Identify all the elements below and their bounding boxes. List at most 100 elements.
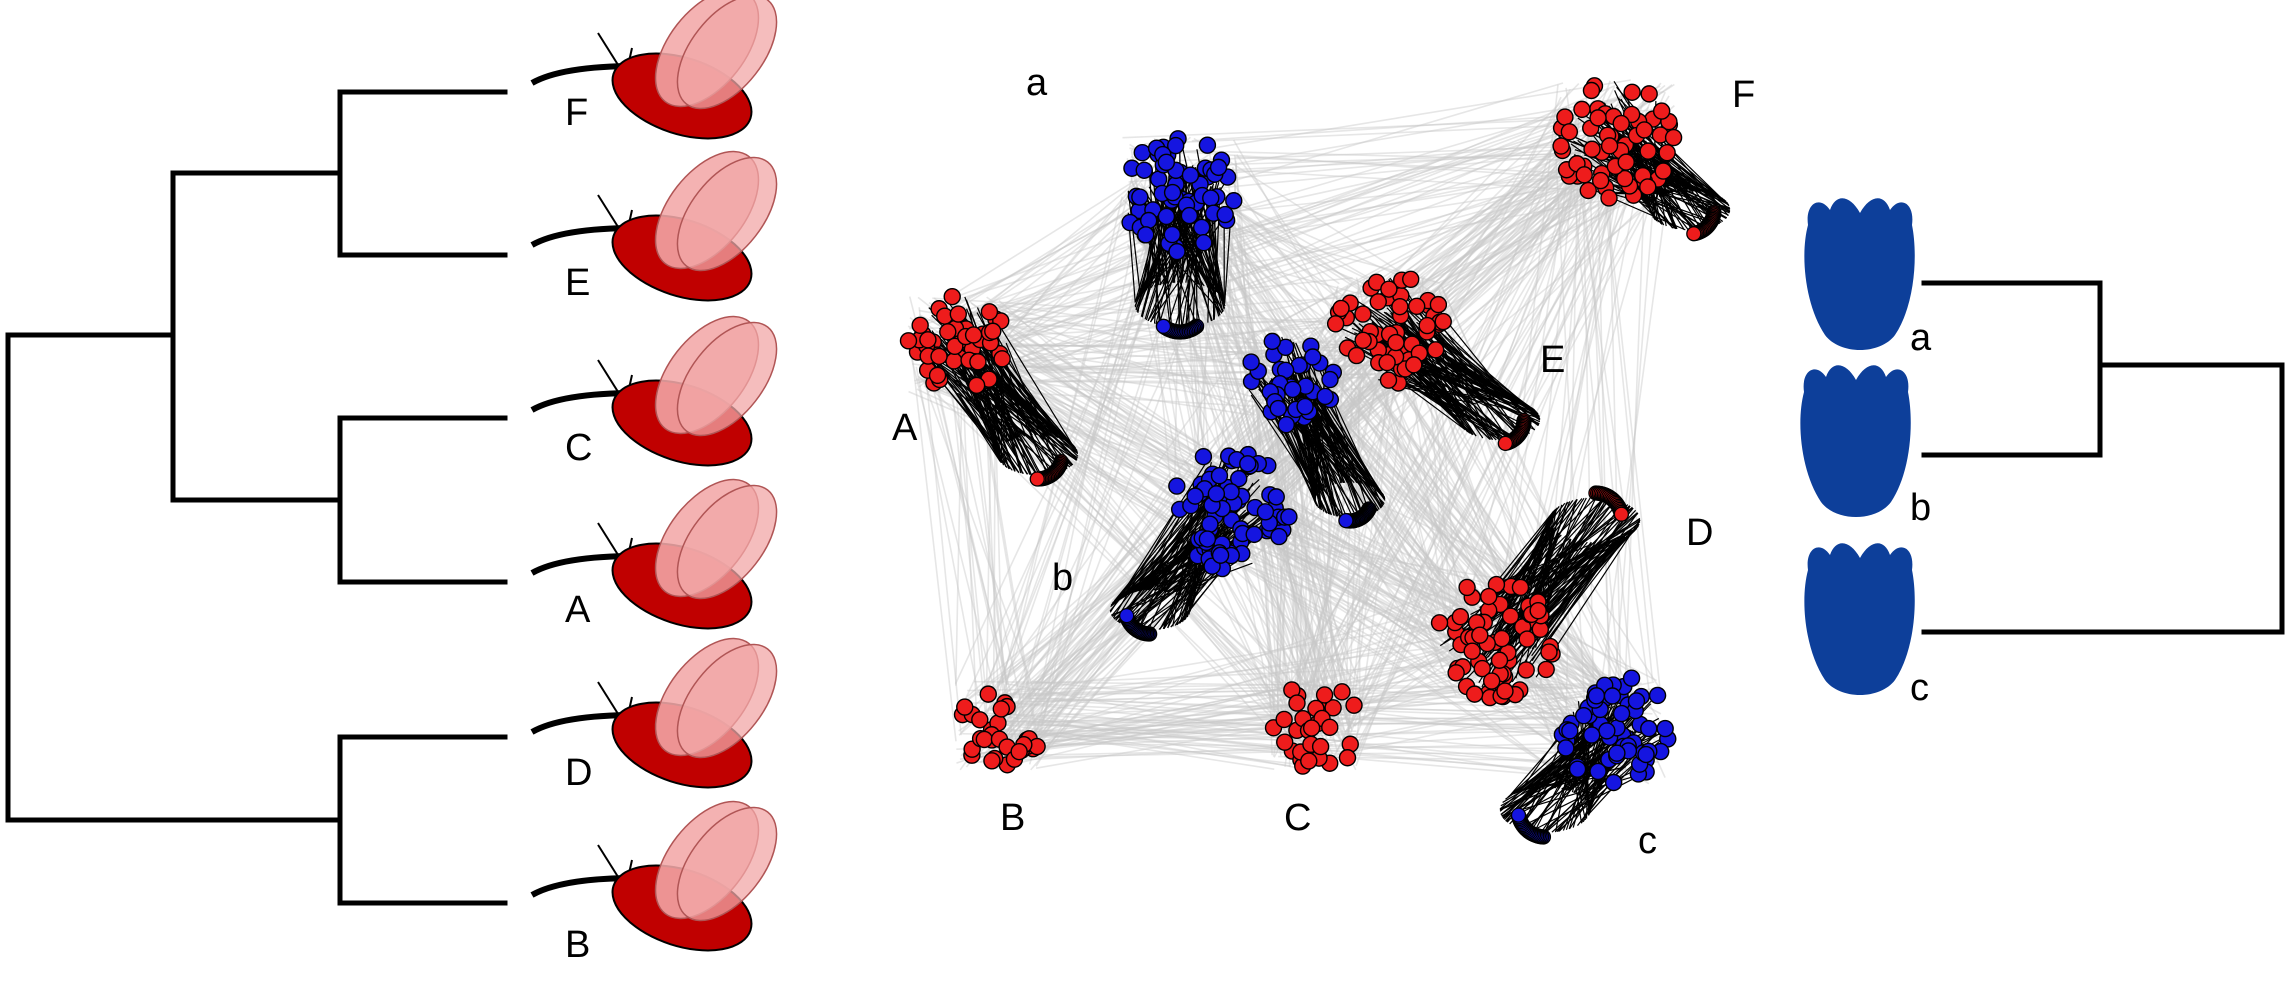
tip-label: F bbox=[565, 92, 588, 134]
network-node bbox=[1141, 213, 1157, 229]
network-node bbox=[1609, 745, 1625, 761]
network-node bbox=[1136, 162, 1152, 178]
flower-icon bbox=[1804, 198, 1914, 350]
network-node bbox=[994, 351, 1010, 367]
network-link bbox=[1610, 138, 1658, 742]
network-node bbox=[1199, 137, 1215, 153]
network-node bbox=[1638, 747, 1654, 763]
network-node bbox=[1333, 300, 1349, 316]
network-node bbox=[1271, 529, 1287, 545]
network-node bbox=[1380, 372, 1396, 388]
network-node bbox=[1641, 721, 1657, 737]
pollinator-tip-labels: F E C A D B bbox=[565, 92, 592, 966]
network-node bbox=[1134, 145, 1150, 161]
network-node bbox=[1590, 110, 1606, 126]
network-node bbox=[1561, 124, 1577, 140]
network-node bbox=[1606, 774, 1622, 790]
network-node bbox=[1659, 145, 1675, 161]
network-node bbox=[1432, 615, 1448, 631]
network-node bbox=[912, 317, 928, 333]
network-node bbox=[1289, 695, 1305, 711]
network-node bbox=[1491, 652, 1507, 668]
network-node bbox=[1203, 190, 1219, 206]
module-label: c bbox=[1638, 820, 1657, 862]
network-node bbox=[1636, 122, 1652, 138]
network-node bbox=[1518, 662, 1534, 678]
network-node bbox=[1240, 456, 1256, 472]
network-node bbox=[1243, 354, 1259, 370]
network-node bbox=[1538, 661, 1554, 677]
network-node bbox=[1257, 504, 1273, 520]
module-label: a bbox=[1026, 62, 1048, 104]
network-node bbox=[1406, 357, 1422, 373]
network-node bbox=[1164, 227, 1180, 243]
network-node bbox=[1640, 143, 1656, 159]
network-node bbox=[1498, 436, 1512, 450]
network-node bbox=[1151, 171, 1167, 187]
network-node bbox=[1355, 332, 1371, 348]
network-node bbox=[1604, 688, 1620, 704]
network-node bbox=[1657, 721, 1673, 737]
tip-label: c bbox=[1910, 667, 1929, 709]
network-node bbox=[984, 753, 1000, 769]
network-node bbox=[1169, 478, 1185, 494]
network-node bbox=[1599, 723, 1615, 739]
network-node bbox=[1541, 644, 1557, 660]
network-node bbox=[1355, 306, 1371, 322]
network-node bbox=[1156, 319, 1170, 333]
network-node bbox=[1666, 130, 1682, 146]
network-node bbox=[1553, 138, 1569, 154]
network-node bbox=[1349, 348, 1365, 364]
tip-label: D bbox=[565, 752, 592, 794]
network-node bbox=[1614, 706, 1630, 722]
network-node bbox=[1317, 388, 1333, 404]
network-node bbox=[981, 304, 997, 320]
network-node bbox=[1584, 141, 1600, 157]
network-node bbox=[1278, 417, 1294, 433]
network-node bbox=[1339, 750, 1355, 766]
network-node bbox=[1494, 631, 1510, 647]
network-node bbox=[950, 306, 966, 322]
network-node bbox=[1641, 86, 1657, 102]
network-node bbox=[1226, 193, 1242, 209]
network-node bbox=[1590, 763, 1606, 779]
network-node bbox=[1435, 314, 1451, 330]
network-node bbox=[1419, 318, 1435, 334]
network-node bbox=[1650, 687, 1666, 703]
network-node bbox=[976, 731, 992, 747]
network-node bbox=[1346, 697, 1362, 713]
network-node bbox=[966, 327, 982, 343]
network-node bbox=[993, 701, 1009, 717]
network-node bbox=[1158, 154, 1174, 170]
tip-label: a bbox=[1910, 317, 1932, 359]
network-node bbox=[1428, 342, 1444, 358]
network-node bbox=[1593, 173, 1609, 189]
network-node bbox=[1264, 333, 1280, 349]
network-node bbox=[1182, 167, 1198, 183]
network-node bbox=[1484, 673, 1500, 689]
network-node bbox=[1030, 472, 1044, 486]
network-node bbox=[1602, 138, 1618, 154]
network-node bbox=[1334, 684, 1350, 700]
network-node bbox=[1246, 526, 1262, 542]
network-node bbox=[1208, 486, 1224, 502]
network-node bbox=[970, 354, 986, 370]
network-node bbox=[1467, 686, 1483, 702]
network-node bbox=[930, 367, 946, 383]
flower-icon bbox=[1804, 543, 1914, 695]
network-node bbox=[1317, 687, 1333, 703]
plant-tree bbox=[1924, 283, 2282, 632]
network-node bbox=[1624, 670, 1640, 686]
network-node bbox=[1503, 608, 1519, 624]
network-node bbox=[1301, 753, 1317, 769]
network-node bbox=[1276, 711, 1292, 727]
tip-label: E bbox=[565, 262, 590, 304]
network-node bbox=[1379, 355, 1395, 371]
network-node bbox=[1281, 509, 1297, 525]
network-node bbox=[1654, 103, 1670, 119]
network-node bbox=[1270, 401, 1286, 417]
network-node bbox=[1195, 449, 1211, 465]
network-node bbox=[946, 353, 962, 369]
network-node bbox=[1614, 507, 1628, 521]
